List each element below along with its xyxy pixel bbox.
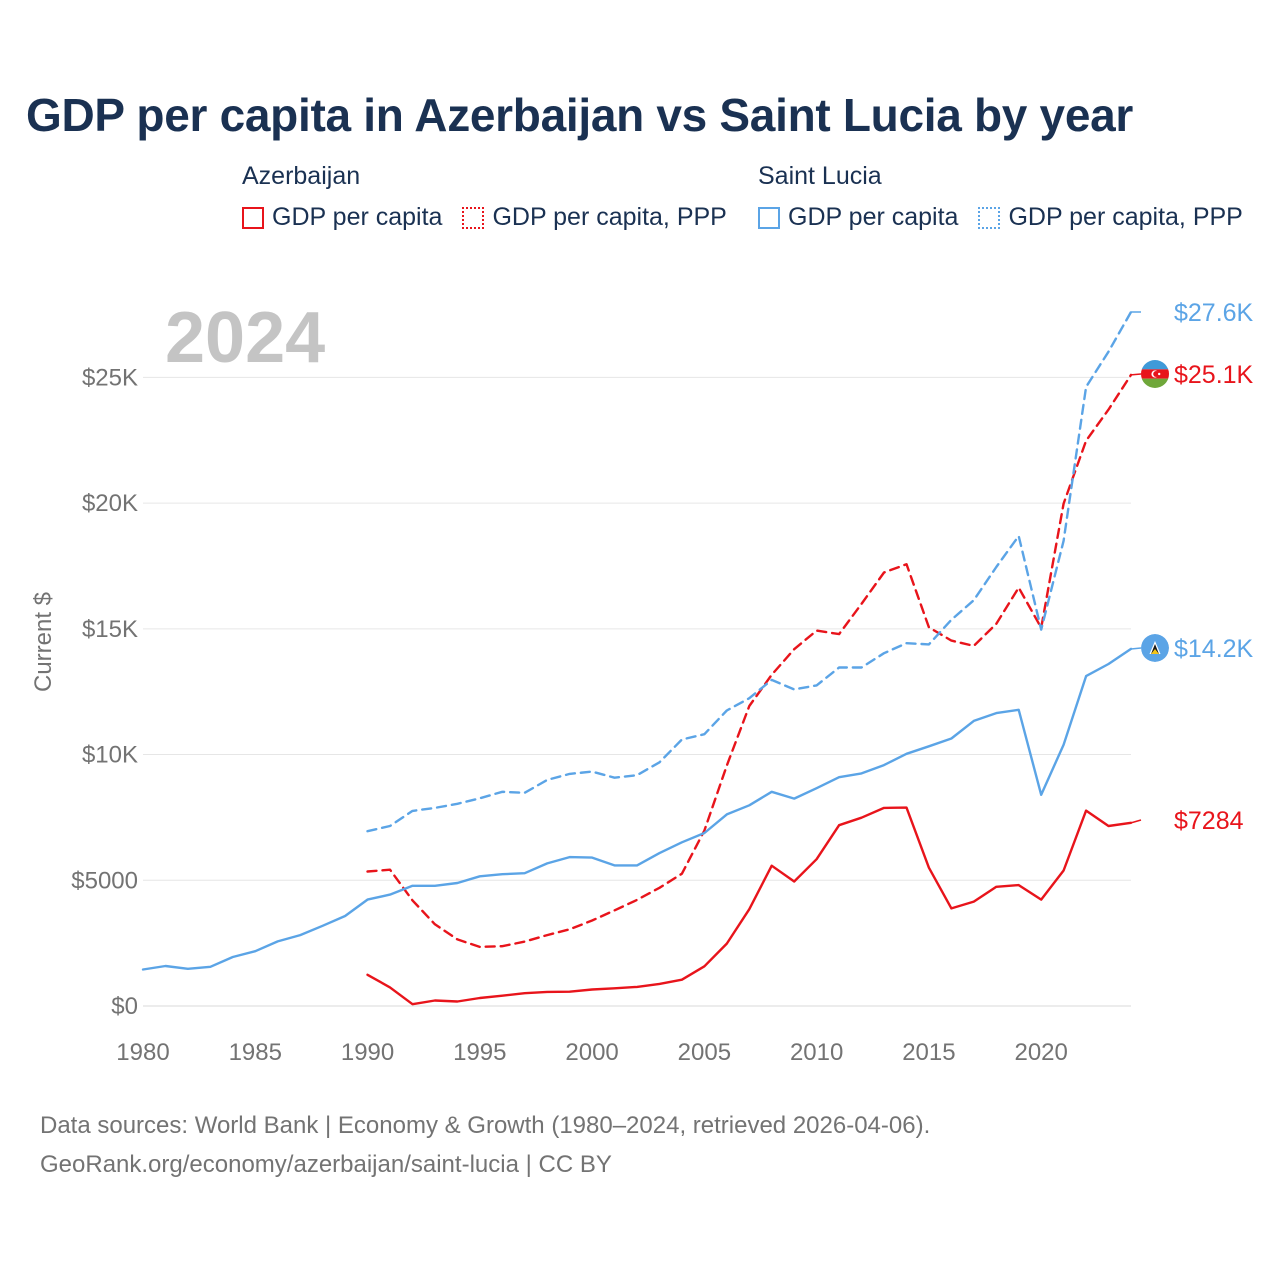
series-line [366,373,1133,949]
end-connector [1130,647,1142,650]
legend-item-saint-lucia-gdp-ppp[interactable]: GDP per capita, PPP [978,203,1243,232]
year-overlay: 2024 [165,298,325,378]
y-tick-label: $25K [82,364,138,391]
legend-item-label: GDP per capita, PPP [492,203,727,231]
legend-swatch-dotted [462,206,485,229]
y-tick-label: $15K [82,616,138,643]
footer-attribution: GeoRank.org/economy/azerbaijan/saint-luc… [40,1151,612,1178]
saint-lucia-flag-icon [1141,298,1169,326]
legend-item-azerbaijan-gdp[interactable]: GDP per capita [242,203,442,232]
legend-item-label: GDP per capita [788,203,959,231]
legend-swatch-solid [242,206,264,229]
legend-item-saint-lucia-gdp[interactable]: GDP per capita [758,203,958,232]
end-connector [1130,819,1142,824]
y-axis-label: Current $ [30,592,57,692]
footer-sources: Data sources: World Bank | Economy & Gro… [40,1112,931,1139]
x-tick-label: 2015 [902,1039,955,1066]
legend-item-label: GDP per capita [272,203,443,231]
legend-group-azerbaijan: Azerbaijan GDP per capita GDP per capita… [242,162,747,232]
x-tick-label: 1990 [341,1039,394,1066]
x-tick-label: 1985 [229,1039,282,1066]
x-tick-labels: 1980 1985 1990 1995 2000 2005 2010 2015 2020 [116,1039,1068,1066]
end-value-label: $25.1K [1174,361,1254,389]
azerbaijan-flag-icon [1141,806,1169,834]
x-tick-label: 1995 [453,1039,506,1066]
x-tick-label: 2000 [565,1039,618,1066]
y-tick-label: $0 [111,993,138,1020]
y-tick-label: $5000 [71,867,138,894]
y-tick-label: $10K [82,742,138,769]
end-value-label: $7284 [1174,807,1244,835]
end-value-label: $14.2K [1174,635,1254,663]
series-line [366,310,1133,833]
x-tick-label: 2010 [790,1039,843,1066]
footer: Data sources: World Bank | Economy & Gro… [40,1106,930,1184]
legend-group-saint-lucia: Saint Lucia GDP per capita GDP per capit… [758,162,1263,232]
chart-title: GDP per capita in Azerbaijan vs Saint Lu… [26,89,1134,141]
series-lines [141,310,1133,1006]
x-tick-label: 2005 [678,1039,731,1066]
legend-item-azerbaijan-gdp-ppp[interactable]: GDP per capita, PPP [462,203,727,232]
legend-item-label: GDP per capita, PPP [1008,203,1243,231]
azerbaijan-flag-icon [1141,360,1169,388]
saint-lucia-flag-icon [1141,634,1169,662]
end-value-label: $27.6K [1174,299,1254,327]
end-markers: $7284 $25.1K $14.2K $27.6K [1130,298,1254,835]
legend-swatch-dotted [978,206,1001,229]
legend-group-title: Saint Lucia [758,162,882,190]
x-tick-label: 2020 [1014,1039,1067,1066]
end-connector [1130,373,1142,376]
legend-swatch-solid [758,206,780,229]
legend-group-title: Azerbaijan [242,162,361,190]
series-line [366,806,1133,1006]
y-tick-labels: $0 $5000 $10K $15K $20K $25K [71,364,138,1020]
y-tick-label: $20K [82,490,138,517]
series-line [141,647,1133,971]
x-tick-label: 1980 [116,1039,169,1066]
grid-lines [143,376,1131,1007]
